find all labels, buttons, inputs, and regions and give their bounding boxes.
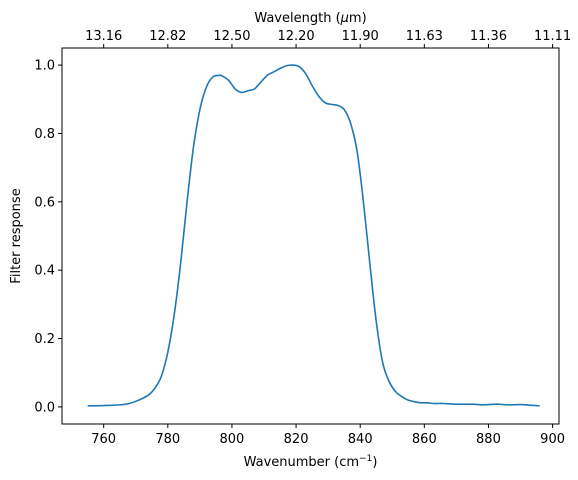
x-tick-label: 860 bbox=[412, 432, 437, 447]
x-axis-label: Wavenumber (cm−1) bbox=[244, 454, 378, 470]
y-axis-label: Filter response bbox=[9, 188, 24, 283]
y-tick-label: 0.4 bbox=[34, 264, 55, 279]
x-tick-label: 820 bbox=[284, 432, 309, 447]
x-tick-label: 780 bbox=[155, 432, 180, 447]
x-axis-label-exponent: −1 bbox=[359, 454, 372, 464]
top-tick-label: 12.20 bbox=[277, 29, 314, 44]
y-tick-label: 0.6 bbox=[34, 195, 55, 210]
y-tick-label: 0.2 bbox=[34, 332, 55, 347]
x-tick-label: 800 bbox=[220, 432, 245, 447]
top-tick-label: 13.16 bbox=[85, 29, 122, 44]
plot-area bbox=[61, 47, 560, 425]
top-axis: 13.16 12.82 12.50 12.20 11.90 11.63 11.36 11.11 bbox=[85, 29, 571, 48]
top-tick-label: 11.36 bbox=[470, 29, 507, 44]
y-tick-label: 1.0 bbox=[34, 59, 55, 74]
x-tick-label: 760 bbox=[91, 432, 116, 447]
top-tick-label: 11.11 bbox=[534, 29, 571, 44]
top-tick-label: 12.50 bbox=[213, 29, 250, 44]
top-tick-label: 12.82 bbox=[149, 29, 186, 44]
filter-response-line bbox=[87, 64, 540, 407]
y-tick-label: 0.0 bbox=[34, 400, 55, 415]
top-axis-label: Wavelength (μm) bbox=[254, 11, 366, 26]
top-tick-label: 11.90 bbox=[342, 29, 379, 44]
x-tick-label: 900 bbox=[540, 432, 565, 447]
x-tick-label: 880 bbox=[476, 432, 501, 447]
y-tick-label: 0.8 bbox=[34, 127, 55, 142]
bottom-axis: 760 780 800 820 840 860 880 900 bbox=[91, 424, 565, 447]
top-tick-label: 11.63 bbox=[406, 29, 443, 44]
left-axis: 0.0 0.2 0.4 0.6 0.8 1.0 bbox=[34, 59, 62, 415]
x-tick-label: 840 bbox=[348, 432, 373, 447]
